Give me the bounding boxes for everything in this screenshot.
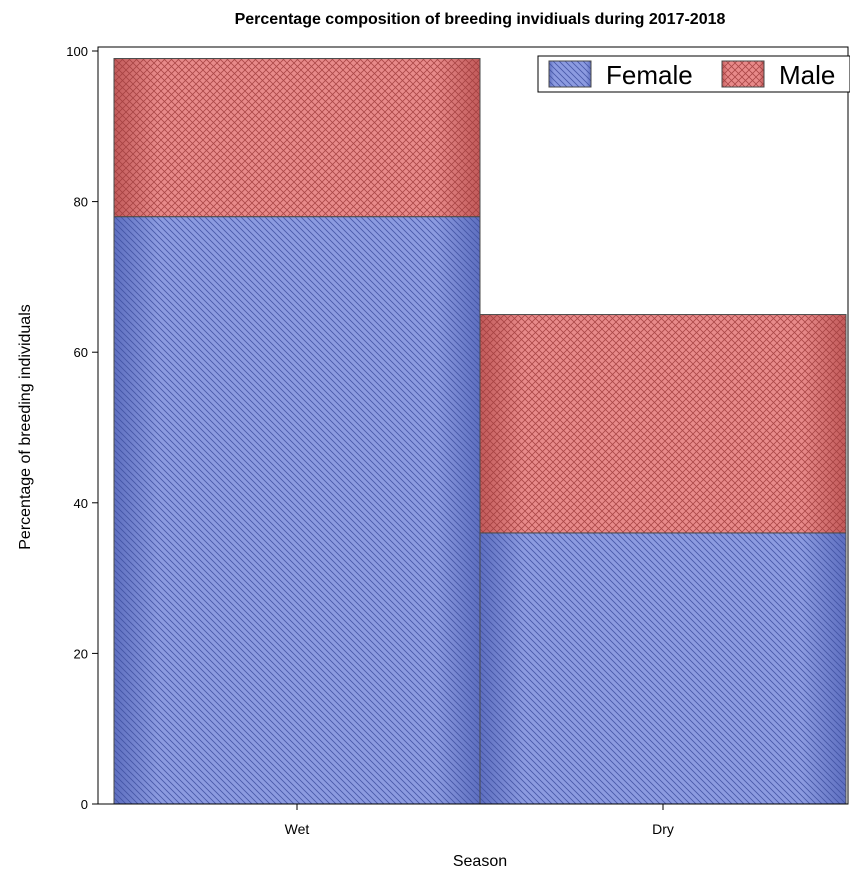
y-tick-label: 60 xyxy=(74,345,88,360)
chart-title: Percentage composition of breeding invid… xyxy=(235,11,726,28)
y-tick-label: 20 xyxy=(74,646,88,661)
y-tick-label: 0 xyxy=(81,797,88,812)
x-tick-label: Dry xyxy=(652,821,674,837)
x-axis: Wet Dry xyxy=(98,803,848,837)
plot-area xyxy=(97,46,849,805)
legend-swatch xyxy=(548,60,592,88)
legend-item-female: Female xyxy=(548,60,693,90)
y-tick-label: 100 xyxy=(66,44,88,59)
bar-male-dry xyxy=(479,314,847,534)
bar-male-wet xyxy=(113,58,481,218)
y-tick-label: 80 xyxy=(74,195,88,210)
x-tick-label: Wet xyxy=(285,821,310,837)
legend-item-male: Male xyxy=(721,60,835,90)
legend-swatch xyxy=(721,60,765,88)
y-axis: 0 20 40 60 80 100 xyxy=(66,44,99,812)
legend-label: Male xyxy=(779,60,835,90)
legend: Female Male xyxy=(537,55,850,93)
y-axis-label: Percentage of breeding individuals xyxy=(17,304,34,550)
bar-female-wet xyxy=(113,216,481,805)
bar-female-dry xyxy=(479,532,847,805)
x-axis-label: Season xyxy=(453,853,507,870)
y-tick-label: 40 xyxy=(74,496,88,511)
legend-label: Female xyxy=(606,60,693,90)
